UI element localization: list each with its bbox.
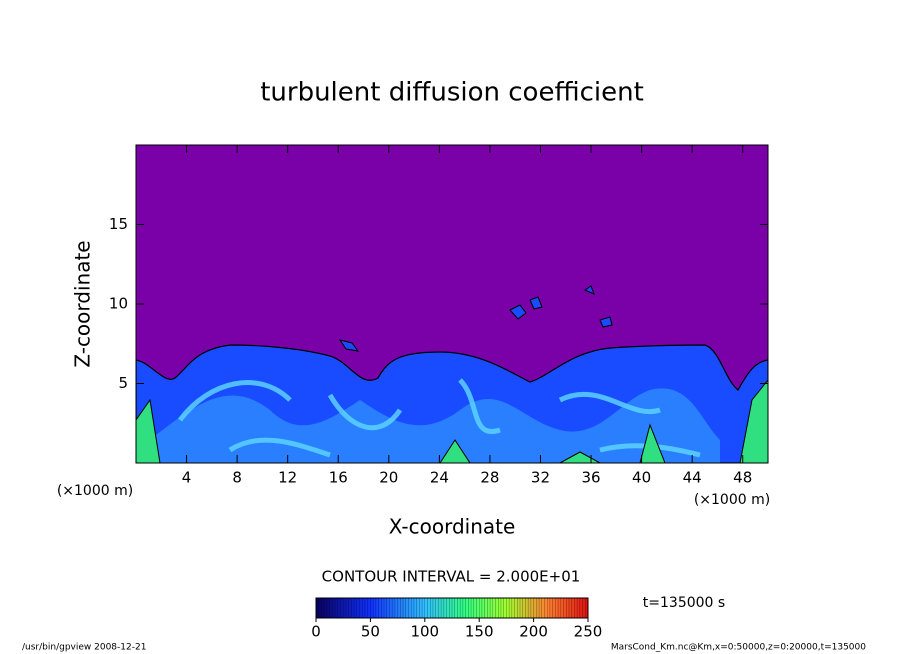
turbulent-layer <box>338 285 613 352</box>
colorbar-tick-label: 200 <box>519 623 548 641</box>
y-tick-label: 10 <box>109 295 128 313</box>
x-tick-label: 20 <box>379 469 398 487</box>
x-tick-label: 40 <box>632 469 651 487</box>
y-tick-label: 5 <box>118 374 128 392</box>
x-tick-label: 32 <box>531 469 550 487</box>
colorbar-tick-label: 50 <box>361 623 380 641</box>
colorbar-tick-label: 150 <box>465 623 494 641</box>
field <box>136 145 768 463</box>
x-axis-title: X-coordinate <box>389 515 516 539</box>
footer-left: /usr/bin/gpview 2008-12-21 <box>22 643 146 653</box>
y-unit-label: (×1000 m) <box>57 483 133 499</box>
x-tick-label: 4 <box>182 469 192 487</box>
x-tick-label: 16 <box>329 469 348 487</box>
x-tick-label: 36 <box>581 469 600 487</box>
x-tick-label: 8 <box>232 469 242 487</box>
x-unit-label: (×1000 m) <box>694 492 770 508</box>
x-tick-label: 48 <box>733 469 752 487</box>
x-tick-label: 24 <box>430 469 449 487</box>
colorbar-tick-label: 100 <box>410 623 439 641</box>
time-label: t=135000 s <box>643 595 725 611</box>
contour-interval: CONTOUR INTERVAL = 2.000E+01 <box>322 568 581 586</box>
x-tick-label: 44 <box>683 469 702 487</box>
footer-right: MarsCond_Km.nc@Km,x=0:50000,z=0:20000,t=… <box>611 643 866 653</box>
y-axis-title: Z-coordinate <box>71 240 95 367</box>
x-tick-label: 28 <box>480 469 499 487</box>
chart-title: turbulent diffusion coefficient <box>260 78 644 108</box>
y-tick-label: 15 <box>109 215 128 233</box>
turbulent-layer <box>178 378 701 458</box>
colorbar-tick-label: 0 <box>311 623 321 641</box>
turbulent-layer <box>136 379 768 463</box>
x-tick-label: 12 <box>278 469 297 487</box>
colorbar-tick-label: 250 <box>574 623 603 641</box>
